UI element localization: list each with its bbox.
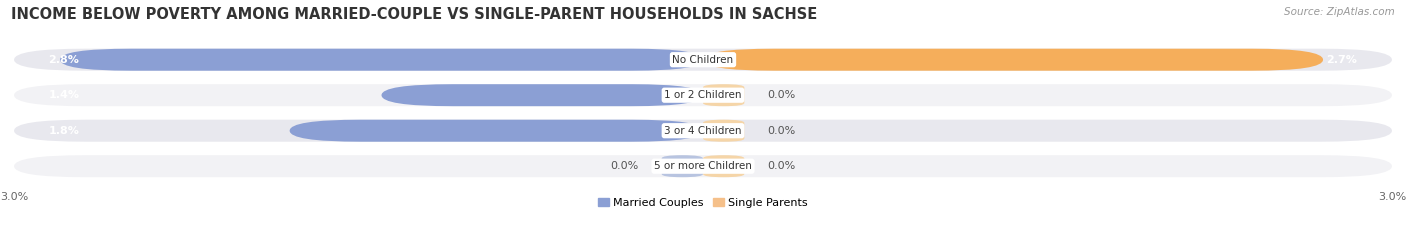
Text: 2.8%: 2.8%	[48, 55, 79, 65]
Text: 0.0%: 0.0%	[768, 126, 796, 136]
Text: 5 or more Children: 5 or more Children	[654, 161, 752, 171]
Text: INCOME BELOW POVERTY AMONG MARRIED-COUPLE VS SINGLE-PARENT HOUSEHOLDS IN SACHSE: INCOME BELOW POVERTY AMONG MARRIED-COUPL…	[11, 7, 817, 22]
FancyBboxPatch shape	[703, 155, 744, 177]
FancyBboxPatch shape	[381, 84, 703, 106]
FancyBboxPatch shape	[60, 49, 703, 71]
Legend: Married Couples, Single Parents: Married Couples, Single Parents	[593, 193, 813, 212]
Text: 1.4%: 1.4%	[48, 90, 80, 100]
FancyBboxPatch shape	[14, 49, 1392, 71]
FancyBboxPatch shape	[14, 155, 1392, 177]
Text: 1.8%: 1.8%	[48, 126, 79, 136]
Text: 1 or 2 Children: 1 or 2 Children	[664, 90, 742, 100]
FancyBboxPatch shape	[703, 49, 1323, 71]
Text: 0.0%: 0.0%	[768, 161, 796, 171]
FancyBboxPatch shape	[703, 120, 744, 142]
Text: 3 or 4 Children: 3 or 4 Children	[664, 126, 742, 136]
FancyBboxPatch shape	[14, 84, 1392, 106]
FancyBboxPatch shape	[662, 155, 703, 177]
Text: No Children: No Children	[672, 55, 734, 65]
Text: 2.7%: 2.7%	[1327, 55, 1358, 65]
FancyBboxPatch shape	[14, 120, 1392, 142]
Text: 0.0%: 0.0%	[768, 90, 796, 100]
FancyBboxPatch shape	[703, 84, 744, 106]
Text: Source: ZipAtlas.com: Source: ZipAtlas.com	[1284, 7, 1395, 17]
Text: 0.0%: 0.0%	[610, 161, 638, 171]
FancyBboxPatch shape	[290, 120, 703, 142]
